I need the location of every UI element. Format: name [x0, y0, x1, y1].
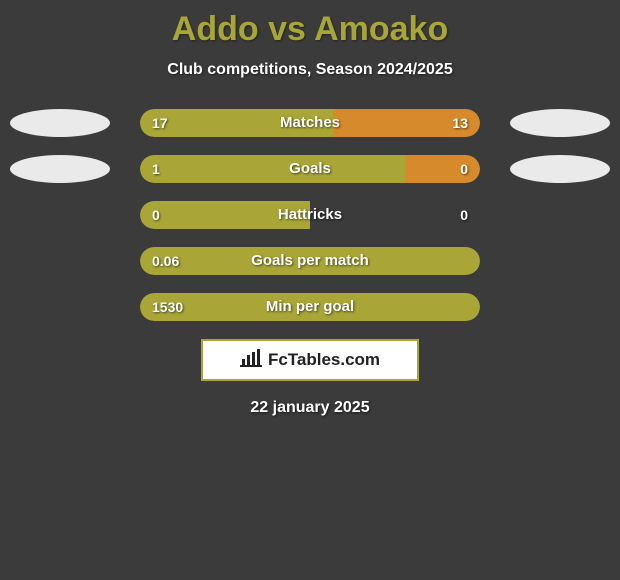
snapshot-date: 22 january 2025 [0, 399, 620, 417]
bar-left [140, 155, 405, 183]
stat-row: Min per goal1530 [0, 293, 620, 321]
stat-value-left: 0 [152, 201, 160, 229]
bar-left [140, 293, 480, 321]
bar-chart-icon [240, 349, 262, 372]
bar-track [140, 293, 480, 321]
stat-value-right: 0 [460, 201, 468, 229]
stat-row: Matches1713 [0, 109, 620, 137]
page-title: Addo vs Amoako [0, 0, 620, 49]
stat-value-left: 1530 [152, 293, 183, 321]
stat-rows: Matches1713Goals10Hattricks00Goals per m… [0, 109, 620, 321]
bar-left [140, 109, 333, 137]
bar-right [405, 155, 480, 183]
stat-value-right: 13 [452, 109, 468, 137]
stat-value-left: 0.06 [152, 247, 179, 275]
stat-value-left: 17 [152, 109, 168, 137]
bar-track [140, 201, 480, 229]
stat-value-right: 0 [460, 155, 468, 183]
brand-badge[interactable]: FcTables.com [201, 339, 419, 381]
comparison-widget: Addo vs Amoako Club competitions, Season… [0, 0, 620, 580]
brand-text: FcTables.com [268, 350, 380, 370]
stat-row: Goals per match0.06 [0, 247, 620, 275]
subtitle: Club competitions, Season 2024/2025 [0, 61, 620, 79]
stat-value-left: 1 [152, 155, 160, 183]
bar-track [140, 155, 480, 183]
bar-track [140, 247, 480, 275]
bar-track [140, 109, 480, 137]
bar-left [140, 247, 480, 275]
stat-row: Goals10 [0, 155, 620, 183]
bar-left [140, 201, 310, 229]
stat-row: Hattricks00 [0, 201, 620, 229]
